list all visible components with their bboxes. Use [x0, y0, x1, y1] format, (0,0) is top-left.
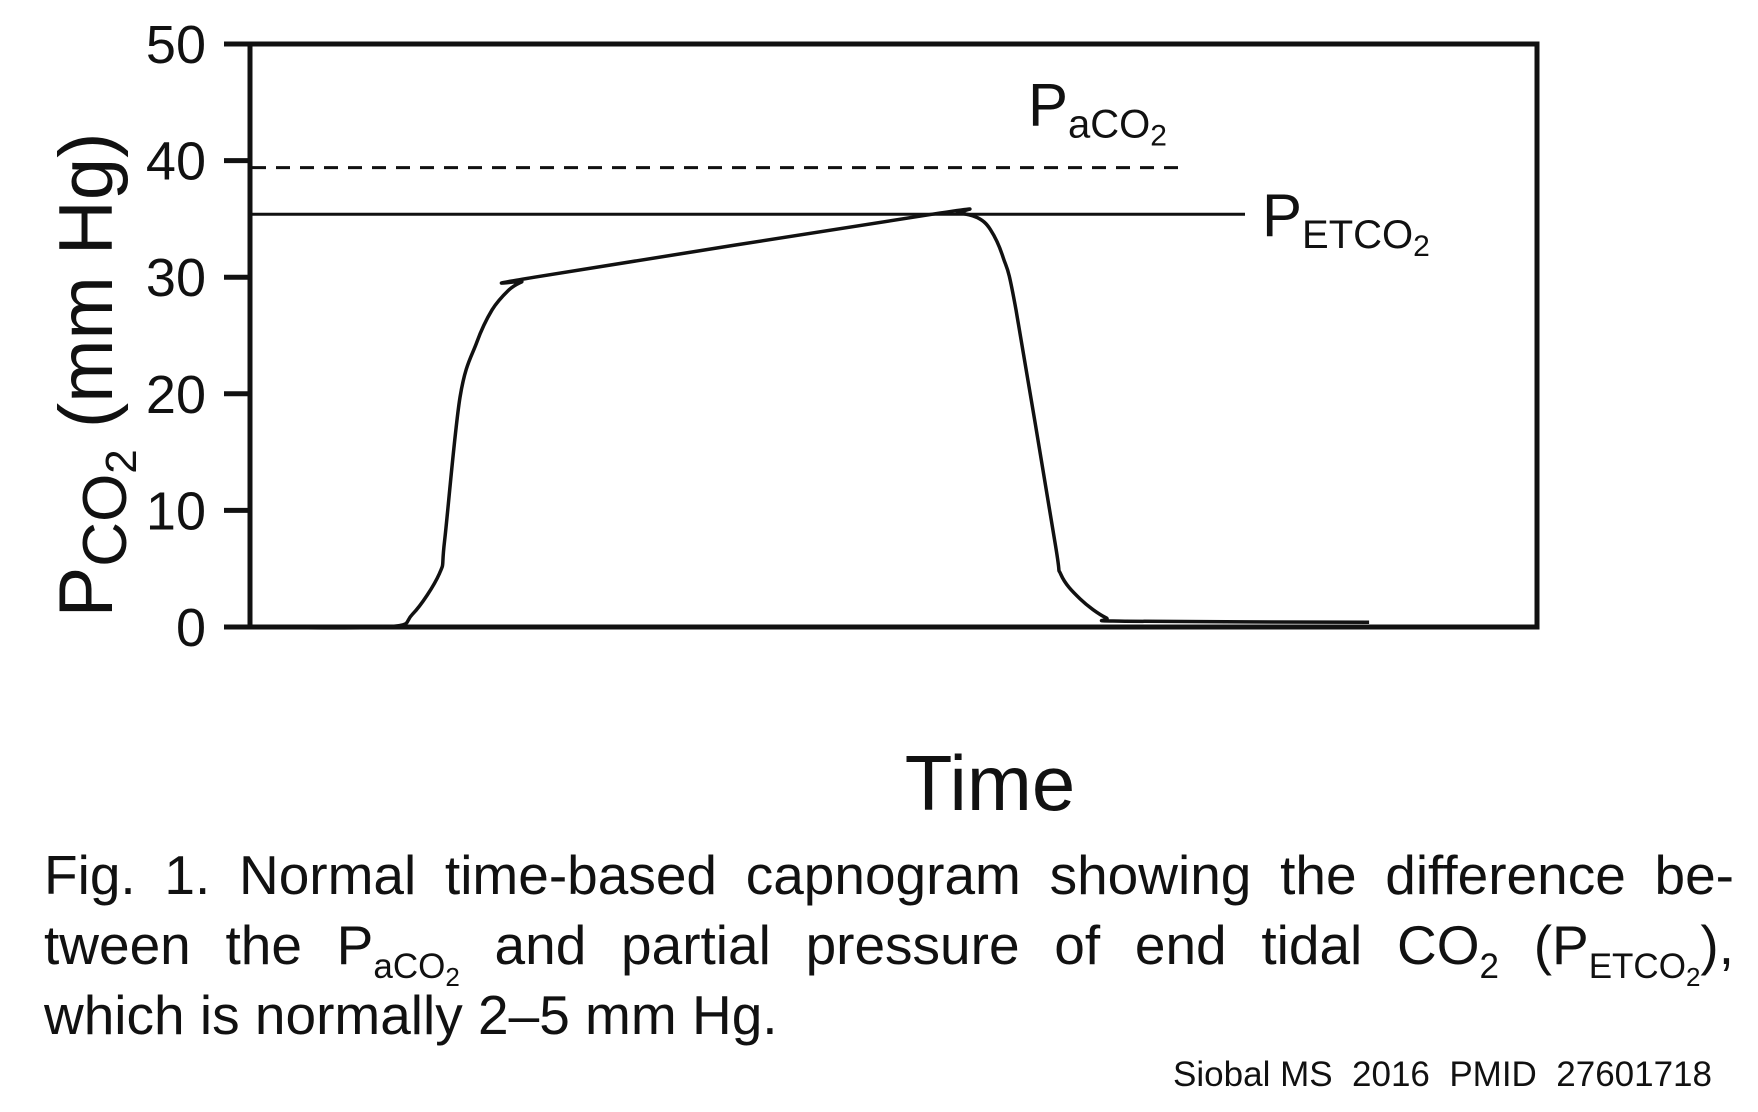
- series-layer: [251, 207, 1370, 630]
- y-axis-label-subsub: 2: [97, 449, 146, 473]
- y-axis: 0 10 20 30 40 50: [146, 15, 250, 658]
- plot-frame: [247, 41, 1540, 630]
- caption-sub: ETCO: [1588, 947, 1686, 986]
- source-citation: Siobal MS 2016 PMID 27601718: [1173, 1055, 1712, 1094]
- caption-line-3: which is normally 2–5 mm Hg.: [44, 984, 778, 1046]
- caption-line-2: tween the PaCO2 and partial pressure of …: [44, 910, 1735, 990]
- paco2-label-subsub: 2: [1150, 120, 1167, 153]
- caption-subsub: 2: [445, 962, 460, 992]
- caption-text: ),: [1700, 914, 1735, 976]
- y-axis-label-main: P: [44, 567, 129, 618]
- y-tick-label: 20: [146, 365, 206, 425]
- caption-text: tween the P: [44, 914, 374, 976]
- y-axis-label-rest: (mm Hg): [44, 133, 129, 450]
- petco2-label-main: P: [1262, 182, 1302, 249]
- caption-subsub: 2: [1685, 962, 1701, 992]
- caption-text: and partial pressure of end tidal CO: [459, 914, 1480, 976]
- paco2-label: PaCO2: [1028, 72, 1167, 153]
- y-tick-label: 30: [146, 248, 206, 308]
- y-tick-label: 40: [146, 132, 206, 192]
- paco2-label-main: P: [1028, 72, 1068, 139]
- y-axis-label-sub: CO: [71, 474, 140, 567]
- y-tick-label: 0: [176, 598, 206, 658]
- caption-sub: 2: [1479, 947, 1499, 986]
- petco2-label-subsub: 2: [1413, 230, 1430, 263]
- capnogram-curve: [251, 207, 1370, 630]
- y-tick-label: 10: [146, 481, 206, 541]
- figure-caption: Fig. 1. Normal time-based capnogram show…: [44, 840, 1734, 1050]
- caption-text: (P: [1498, 914, 1589, 976]
- plot-border: [247, 41, 1540, 630]
- x-axis-label: Time: [905, 739, 1075, 827]
- caption-line-1: Fig. 1. Normal time-based capnogram show…: [44, 844, 1734, 906]
- paco2-label-sub: aCO: [1068, 103, 1150, 147]
- petco2-label-sub: ETCO: [1302, 213, 1413, 257]
- petco2-label: PETCO2: [1262, 182, 1430, 263]
- y-tick-label: 50: [146, 15, 206, 75]
- caption-sub: aCO: [373, 947, 446, 986]
- y-axis-label: PCO2 (mm Hg): [44, 133, 146, 618]
